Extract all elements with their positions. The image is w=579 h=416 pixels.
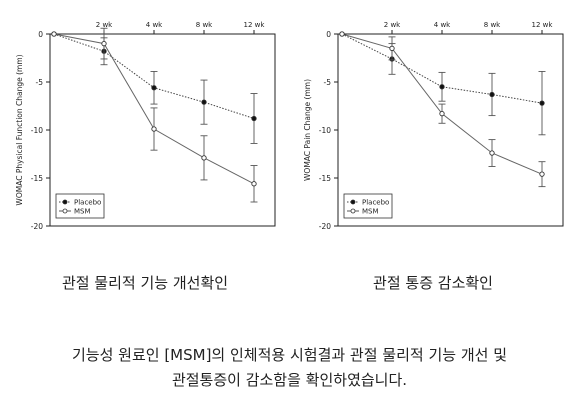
data-point-msm xyxy=(51,31,57,37)
data-point-msm xyxy=(339,31,345,37)
legend-label: MSM xyxy=(74,208,91,216)
data-point-placebo xyxy=(489,91,495,98)
x-tick-label: 12 wk xyxy=(244,21,266,29)
chart-svg: 0 -5 -10 -15 -20 2 wk 4 wk 8 wk 12 wk WOMAC Pain … xyxy=(303,21,564,231)
data-point-msm xyxy=(201,155,207,161)
data-point-msm xyxy=(539,171,545,177)
data-point-msm xyxy=(101,40,107,47)
x-tick-label: 8 wk xyxy=(196,21,213,29)
data-point-msm xyxy=(439,111,445,117)
legend-marker xyxy=(62,208,68,214)
x-tick-label: 12 wk xyxy=(532,21,554,29)
legend-label: Placebo xyxy=(74,199,101,207)
y-tick-label: -5 xyxy=(36,78,44,87)
data-point-msm xyxy=(489,150,495,156)
y-tick-label: 0 xyxy=(326,30,331,39)
y-tick-label: -5 xyxy=(324,78,332,87)
legend-marker xyxy=(62,199,68,205)
data-point-msm xyxy=(389,45,395,52)
y-tick-label: -10 xyxy=(319,126,331,135)
chart-svg: 0 -5 -10 -15 -20 2 wk 4 wk 8 wk 12 wk WOMAC Physi… xyxy=(15,21,276,231)
y-tick-label: -20 xyxy=(31,222,43,231)
y-tick-label: 0 xyxy=(38,30,43,39)
y-axis-label: WOMAC Physical Function Change (mm) xyxy=(15,54,24,205)
pain-chart: 0 -5 -10 -15 -20 2 wk 4 wk 8 wk 12 wk WOMAC Pain … xyxy=(298,14,568,234)
y-tick-label: -10 xyxy=(31,126,43,135)
legend-label: MSM xyxy=(362,208,379,216)
physical-function-chart: 0 -5 -10 -15 -20 2 wk 4 wk 8 wk 12 wk WOMAC Physi… xyxy=(10,14,280,234)
summary-text: 기능성 원료인 [MSM]의 인체적용 시험결과 관절 물리적 기능 개선 및 … xyxy=(0,343,579,393)
y-tick-label: -20 xyxy=(319,222,331,231)
legend-box xyxy=(343,193,393,219)
data-point-msm xyxy=(251,181,257,187)
x-tick-label: 2 wk xyxy=(96,21,113,29)
y-tick-label: -15 xyxy=(31,174,43,183)
x-tick-label: 4 wk xyxy=(434,21,451,29)
series-line-placebo xyxy=(341,33,543,104)
x-tick-label: 8 wk xyxy=(484,21,501,29)
legend-marker xyxy=(350,199,356,205)
data-point-placebo xyxy=(539,100,545,106)
legend-box xyxy=(55,193,105,219)
data-point-placebo xyxy=(151,85,157,91)
caption-pain: 관절 통증 감소확인 xyxy=(373,274,493,292)
summary-line-2: 관절통증이 감소함을 확인하였습니다. xyxy=(171,371,408,389)
y-tick-label: -15 xyxy=(319,174,331,183)
legend-marker xyxy=(350,208,356,214)
data-point-placebo xyxy=(201,99,207,105)
data-point-placebo xyxy=(439,84,445,90)
y-axis-label: WOMAC Pain Change (mm) xyxy=(303,79,312,181)
x-tick-label: 2 wk xyxy=(384,21,401,29)
data-point-msm xyxy=(151,126,157,132)
x-tick-label: 4 wk xyxy=(146,21,163,29)
summary-line-1: 기능성 원료인 [MSM]의 인체적용 시험결과 관절 물리적 기능 개선 및 xyxy=(71,346,508,364)
legend-label: Placebo xyxy=(362,199,389,207)
caption-physical-function: 관절 물리적 기능 개선확인 xyxy=(61,274,229,292)
data-point-placebo xyxy=(251,115,257,122)
